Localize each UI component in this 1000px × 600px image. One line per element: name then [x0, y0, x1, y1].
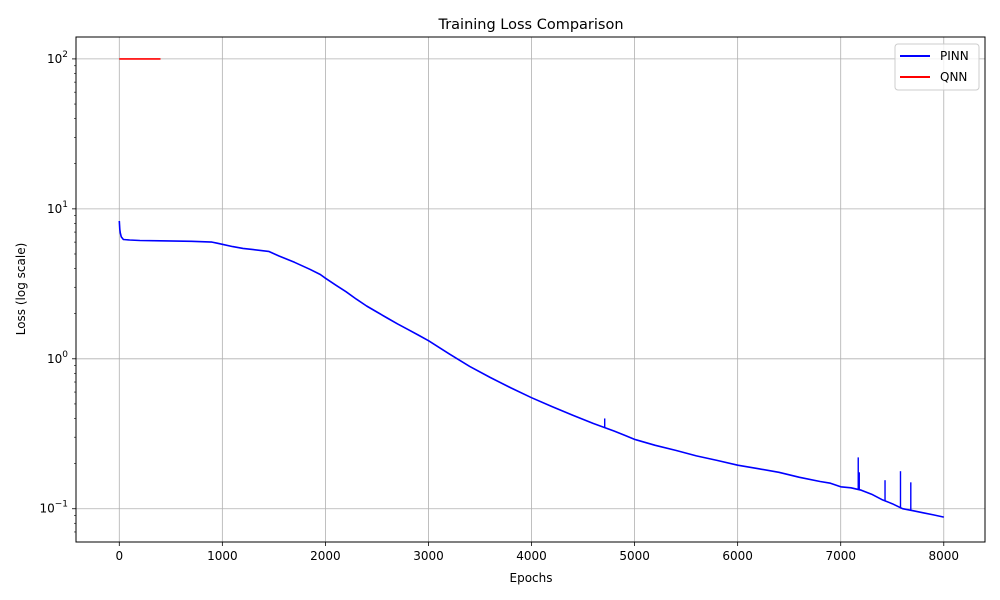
- axis-ticks: 0 1000 2000 3000 4000 5000 6000 7000 8000 10−1 100…: [39, 50, 959, 563]
- x-tick-label: 0: [115, 549, 123, 563]
- x-tick-label: 2000: [310, 549, 341, 563]
- plot-frame: [75, 36, 986, 543]
- y-axis-label: Loss (log scale): [14, 243, 28, 336]
- y-tick-label: 10−1: [39, 500, 68, 516]
- legend-label-qnn: QNN: [940, 70, 967, 84]
- x-axis-label: Epochs: [510, 571, 553, 585]
- series-line-pinn: [118, 220, 944, 518]
- x-tick-label: 3000: [413, 549, 444, 563]
- x-tick-label: 1000: [207, 549, 238, 563]
- legend-label-pinn: PINN: [940, 49, 969, 63]
- x-tick-label: 8000: [929, 549, 960, 563]
- x-tick-label: 5000: [619, 549, 650, 563]
- legend: PINN QNN: [894, 43, 980, 91]
- y-tick-label: 101: [47, 200, 68, 216]
- y-tick-label: 102: [47, 50, 68, 66]
- series-lines: [118, 58, 944, 518]
- grid-lines: [76, 37, 985, 542]
- chart-title: Training Loss Comparison: [437, 17, 623, 33]
- y-tick-label: 100: [47, 350, 68, 366]
- x-tick-label: 7000: [825, 549, 856, 563]
- x-tick-label: 4000: [516, 549, 547, 563]
- x-tick-label: 6000: [722, 549, 753, 563]
